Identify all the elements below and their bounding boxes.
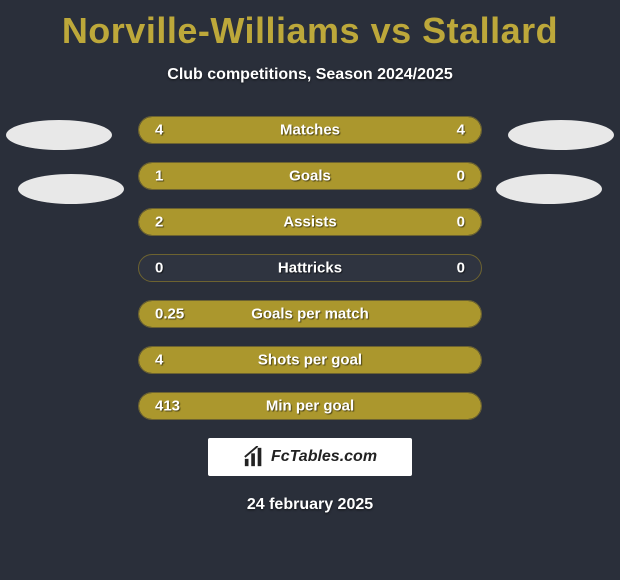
stat-bar-hattricks: 00Hattricks: [138, 254, 482, 282]
stat-bar-goals-per-match: 0.25Goals per match: [138, 300, 482, 328]
page-title: Norville-Williams vs Stallard: [0, 0, 620, 52]
stat-bar-matches: 44Matches: [138, 116, 482, 144]
chart-icon: [243, 446, 265, 468]
stat-bar-assists: 20Assists: [138, 208, 482, 236]
snapshot-date: 24 february 2025: [0, 496, 620, 514]
stat-bar-min-per-goal: 413Min per goal: [138, 392, 482, 420]
page-subtitle: Club competitions, Season 2024/2025: [0, 66, 620, 84]
stat-name: Goals per match: [139, 306, 481, 323]
stat-name: Goals: [139, 168, 481, 185]
stats-area: 44Matches 10Goals 20Assists 00Hattricks 0.25…: [0, 116, 620, 420]
stat-name: Hattricks: [139, 260, 481, 277]
stat-name: Matches: [139, 122, 481, 139]
site-logo: FcTables.com: [208, 438, 412, 476]
stat-name: Min per goal: [139, 398, 481, 415]
stat-bar-goals: 10Goals: [138, 162, 482, 190]
stat-name: Shots per goal: [139, 352, 481, 369]
site-logo-text: FcTables.com: [271, 448, 377, 466]
stat-bar-shots-per-goal: 4Shots per goal: [138, 346, 482, 374]
stat-name: Assists: [139, 214, 481, 231]
